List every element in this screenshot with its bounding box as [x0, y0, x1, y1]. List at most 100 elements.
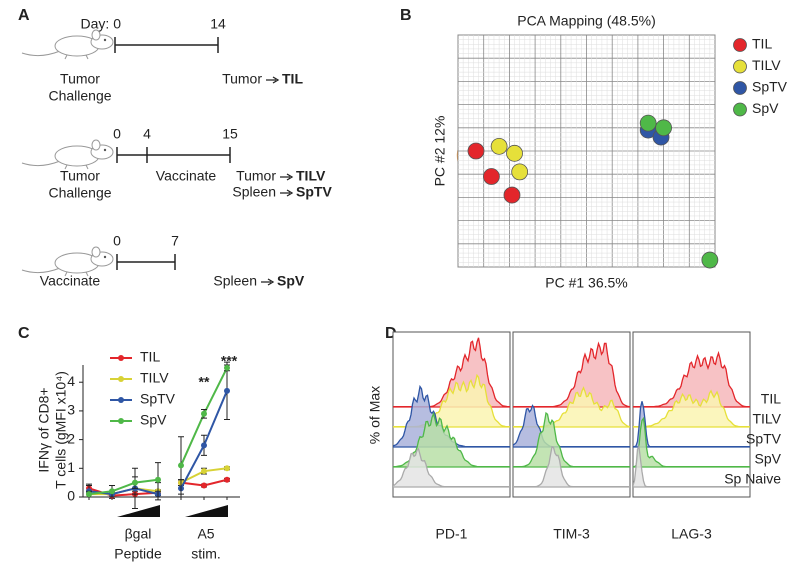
sample-label: TILV	[752, 411, 781, 427]
scatter-point	[655, 119, 672, 137]
y-tick-label: 0	[67, 488, 75, 504]
legend-marker	[118, 418, 124, 424]
y-tick-label: 1	[67, 459, 75, 475]
data-point	[201, 410, 207, 417]
y-axis-label: PC #2 12%	[432, 116, 448, 187]
significance-annotation: ***	[221, 353, 238, 369]
x-axis-label: PC #1 36.5%	[545, 275, 628, 291]
event-label: Vaccinate	[40, 273, 101, 289]
histogram-curve	[393, 447, 510, 488]
day-label: 0	[113, 126, 121, 142]
event-label: Challenge	[48, 185, 111, 201]
legend-marker	[118, 376, 124, 382]
data-point	[86, 491, 92, 498]
legend-label: TILV	[140, 370, 169, 386]
data-point	[178, 462, 184, 469]
series-line	[88, 478, 159, 496]
y-axis-label: T cells (gMFI x10⁴)	[53, 371, 69, 489]
outcome-source: Tumor	[222, 71, 262, 87]
legend-marker	[118, 397, 124, 403]
legend-marker	[733, 102, 747, 117]
data-point	[224, 387, 230, 394]
data-point	[224, 364, 230, 371]
legend-label: TIL	[752, 36, 772, 52]
outcome-source: Spleen	[232, 184, 276, 200]
chart-title: PCA Mapping (48.5%)	[517, 13, 656, 29]
marker-label: PD-1	[436, 526, 468, 542]
data-point	[224, 476, 230, 483]
scatter-point	[490, 137, 508, 155]
data-point	[201, 468, 207, 475]
histogram-curve	[633, 445, 750, 488]
group-label: βgal	[125, 526, 152, 542]
event-label: Tumor	[60, 71, 100, 87]
scatter-point	[506, 144, 523, 162]
histogram-curve	[633, 350, 750, 408]
data-point	[224, 465, 230, 472]
legend-marker	[733, 38, 747, 52]
histogram-panel	[393, 337, 510, 488]
panel-label: D	[385, 325, 397, 342]
sample-label: TIL	[761, 391, 781, 407]
outcome-arrow	[266, 76, 280, 84]
data-point	[201, 482, 207, 489]
mouse-icon	[21, 139, 114, 170]
histogram-curve	[633, 416, 750, 468]
marker-label: LAG-3	[671, 526, 712, 542]
day-label: 14	[210, 16, 226, 32]
outcome-arrow	[261, 278, 275, 286]
sample-label: Sp Naive	[724, 471, 781, 487]
histogram-panel	[513, 341, 630, 488]
outcome-arrow	[280, 189, 294, 197]
mouse-icon	[21, 246, 114, 277]
outcome-target: TIL	[282, 71, 303, 87]
legend-label: SpV	[752, 100, 779, 116]
marker-label: TIM-3	[553, 526, 590, 542]
event-label: Vaccinate	[156, 168, 217, 184]
day-label: 15	[222, 126, 238, 142]
dose-wedge	[185, 505, 228, 517]
data-point	[132, 479, 138, 486]
panel-label: C	[18, 325, 30, 342]
legend-marker	[733, 59, 747, 74]
day-label: Day: 0	[81, 16, 122, 32]
significance-annotation: **	[199, 374, 210, 390]
dose-wedge	[117, 505, 160, 517]
legend-marker	[733, 81, 747, 95]
event-label: Challenge	[48, 88, 111, 104]
scatter-point	[701, 251, 719, 269]
group-label: A5	[197, 526, 214, 542]
histogram-curve	[633, 389, 750, 428]
scatter-point	[639, 114, 657, 132]
panel-label: B	[400, 7, 412, 24]
scatter-point	[483, 168, 500, 185]
outcome-target: SpTV	[296, 184, 332, 200]
y-axis-label: % of Max	[367, 386, 383, 444]
scatter-point	[503, 186, 521, 204]
outcome-target: SpV	[277, 273, 305, 289]
y-tick-label: 3	[67, 402, 75, 418]
data-point	[201, 442, 207, 449]
sample-label: SpTV	[746, 431, 782, 447]
legend-marker	[118, 355, 124, 361]
outcome-target: TILV	[296, 168, 326, 184]
mouse-icon	[21, 29, 114, 60]
y-axis-label: IFNγ of CD8+	[36, 387, 52, 472]
scatter-point	[467, 142, 485, 160]
day-label: 7	[171, 233, 179, 249]
outcome-source: Spleen	[213, 273, 257, 289]
legend-label: SpTV	[140, 391, 176, 407]
legend-label: SpTV	[752, 79, 788, 95]
histogram-curve	[513, 445, 630, 488]
x-axis-label: stim.	[191, 546, 221, 562]
day-label: 4	[143, 126, 151, 142]
histogram-panel	[633, 350, 750, 488]
day-label: 0	[113, 233, 121, 249]
histogram-curve	[513, 411, 630, 468]
histogram-curve	[513, 404, 630, 448]
panel-label: A	[18, 7, 30, 24]
y-tick-label: 2	[67, 430, 75, 446]
sample-label: SpV	[755, 451, 782, 467]
event-label: Tumor	[60, 168, 100, 184]
